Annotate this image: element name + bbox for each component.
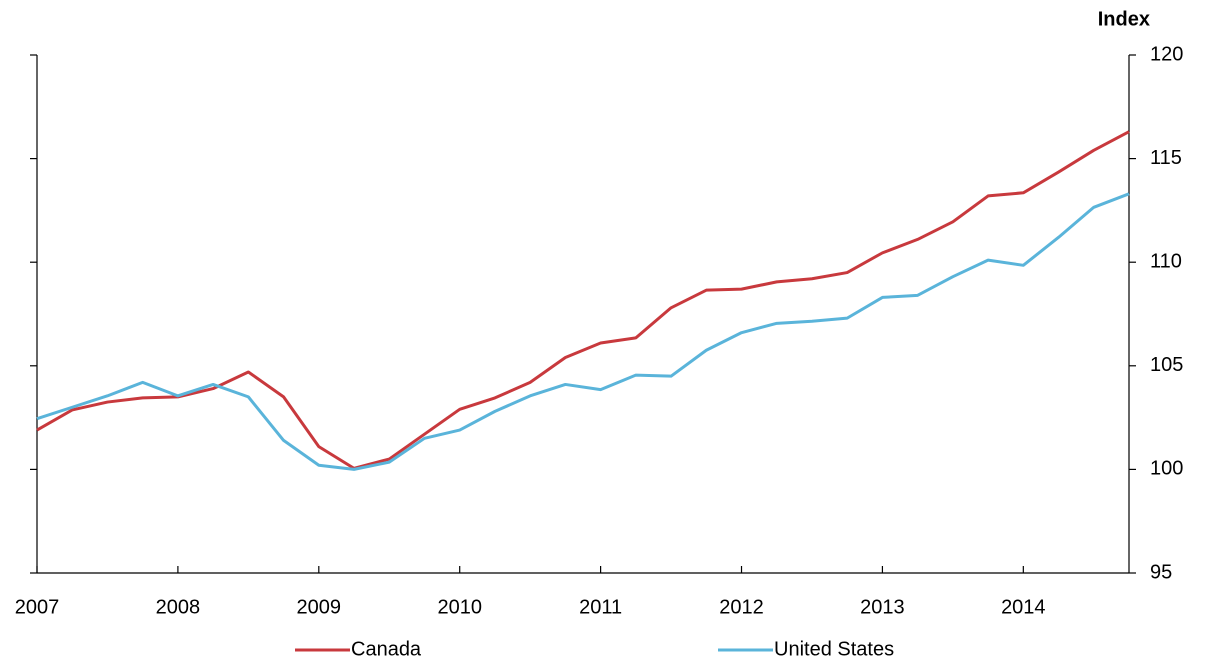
x-tick-label: 2008 (156, 596, 201, 618)
x-tick-label: 2007 (15, 596, 60, 618)
y-tick-label: 120 (1150, 43, 1183, 65)
y-tick-label: 100 (1150, 458, 1183, 480)
x-tick-label: 2012 (719, 596, 764, 618)
x-tick-label: 2013 (860, 596, 905, 618)
legend-label: United States (774, 638, 894, 660)
y-tick-label: 95 (1150, 561, 1172, 583)
x-tick-label: 2009 (297, 596, 342, 618)
x-tick-label: 2010 (437, 596, 482, 618)
series-line (36, 130, 1130, 470)
x-tick-label: 2011 (579, 596, 622, 618)
y-tick-label: 105 (1150, 354, 1183, 376)
y-tick-label: 115 (1150, 147, 1182, 169)
x-tick-label: 2014 (1001, 596, 1046, 618)
y-axis-label: Index (1098, 8, 1150, 30)
y-tick-label: 110 (1150, 250, 1182, 272)
series-line (36, 192, 1130, 471)
legend-label: Canada (351, 638, 422, 660)
